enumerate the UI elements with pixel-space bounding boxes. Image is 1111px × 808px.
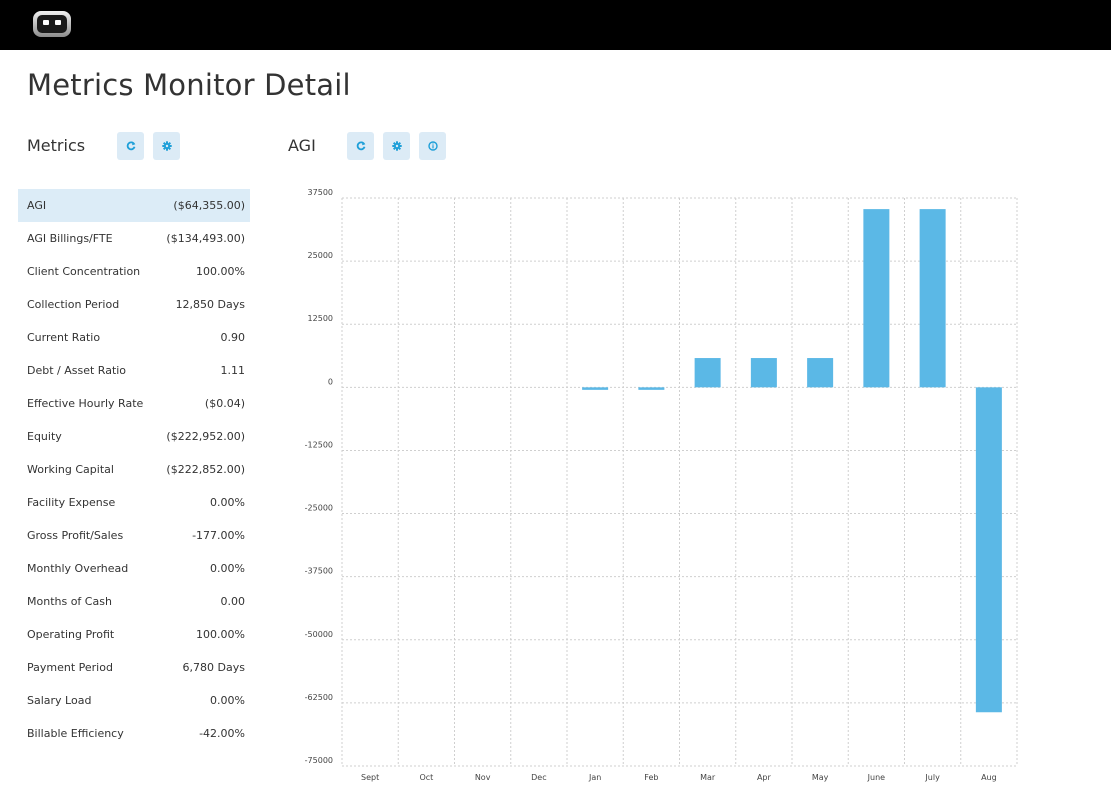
bar[interactable]: [582, 387, 609, 390]
metric-row[interactable]: Salary Load 0.00%: [18, 684, 250, 717]
top-bar: [0, 0, 1111, 50]
metric-label: Gross Profit/Sales: [27, 529, 124, 542]
metric-value: 100.00%: [196, 265, 245, 278]
metric-label: Operating Profit: [27, 628, 115, 641]
metric-label: Salary Load: [27, 694, 92, 707]
metrics-settings-button[interactable]: [153, 132, 180, 160]
info-icon: [427, 141, 438, 151]
metric-label: Equity: [27, 430, 62, 443]
x-tick-label: Dec: [531, 773, 546, 782]
bar[interactable]: [807, 358, 834, 388]
metric-row[interactable]: AGI ($64,355.00): [18, 189, 250, 222]
gear-icon: [161, 141, 172, 151]
metric-value: 1.11: [220, 364, 246, 377]
metric-row[interactable]: Gross Profit/Sales -177.00%: [18, 519, 250, 552]
metric-value: ($0.04): [204, 397, 245, 410]
metric-row[interactable]: Effective Hourly Rate ($0.04): [18, 387, 250, 420]
metric-label: Monthly Overhead: [27, 562, 129, 575]
y-tick-label: 0: [328, 377, 333, 386]
bar[interactable]: [694, 358, 721, 388]
metric-row[interactable]: Collection Period 12,850 Days: [18, 288, 250, 321]
metric-label: Billable Efficiency: [27, 727, 124, 740]
metrics-list: AGI ($64,355.00) AGI Billings/FTE ($134,493…: [18, 189, 250, 750]
x-tick-label: Aug: [981, 773, 997, 782]
chart-refresh-button[interactable]: [347, 132, 374, 160]
x-tick-label: Oct: [419, 773, 433, 782]
metric-row[interactable]: Facility Expense 0.00%: [18, 486, 250, 519]
x-tick-label: Nov: [475, 773, 491, 782]
metric-row[interactable]: Months of Cash 0.00: [18, 585, 250, 618]
x-tick-label: May: [812, 773, 829, 782]
chart-svg: 37500 25000 12500 0 -12500 -25000 -37500 -50000…: [305, 188, 1018, 782]
y-tick-label: -12500: [305, 440, 333, 449]
metrics-panel-title: Metrics: [27, 136, 86, 155]
metric-label: Working Capital: [27, 463, 114, 476]
y-tick-label: 37500: [308, 188, 333, 197]
metric-value: ($222,852.00): [166, 463, 245, 476]
x-tick-label: Sept: [361, 773, 379, 782]
metric-row[interactable]: Debt / Asset Ratio 1.11: [18, 354, 250, 387]
metric-row[interactable]: Current Ratio 0.90: [18, 321, 250, 354]
y-tick-label: 12500: [308, 314, 333, 323]
metric-value: ($134,493.00): [166, 232, 245, 245]
bar[interactable]: [919, 209, 946, 388]
y-tick-label: -50000: [305, 630, 333, 639]
x-tick-label: Feb: [644, 773, 658, 782]
metric-value: 0.90: [220, 331, 246, 344]
metric-row[interactable]: Payment Period 6,780 Days: [18, 651, 250, 684]
x-tick-label: Mar: [700, 773, 716, 782]
x-tick-label: June: [867, 773, 886, 782]
metric-value: 0.00%: [210, 496, 245, 509]
chart-panel-title: AGI: [288, 136, 316, 155]
metric-row[interactable]: Working Capital ($222,852.00): [18, 453, 250, 486]
metric-row[interactable]: Equity ($222,952.00): [18, 420, 250, 453]
metric-label: Facility Expense: [27, 496, 116, 509]
metrics-refresh-button[interactable]: [117, 132, 144, 160]
metric-value: 6,780 Days: [182, 661, 245, 674]
metric-value: -42.00%: [199, 727, 245, 740]
bar[interactable]: [750, 358, 777, 388]
metric-row[interactable]: Operating Profit 100.00%: [18, 618, 250, 651]
robot-face-icon[interactable]: [32, 9, 72, 39]
refresh-icon: [126, 141, 135, 151]
y-tick-label: -25000: [305, 504, 333, 513]
metric-row[interactable]: Monthly Overhead 0.00%: [18, 552, 250, 585]
metric-value: 0.00%: [210, 562, 245, 575]
page-title: Metrics Monitor Detail: [27, 68, 351, 102]
metric-row[interactable]: AGI Billings/FTE ($134,493.00): [18, 222, 250, 255]
chart-info-button[interactable]: [419, 132, 446, 160]
metric-label: Payment Period: [27, 661, 113, 674]
metric-label: Months of Cash: [27, 595, 112, 608]
metric-value: ($222,952.00): [166, 430, 245, 443]
metric-label: Collection Period: [27, 298, 120, 311]
metric-row[interactable]: Billable Efficiency -42.00%: [18, 717, 250, 750]
metric-value: ($64,355.00): [173, 199, 245, 212]
y-tick-label: 25000: [308, 251, 333, 260]
metric-row[interactable]: Client Concentration 100.00%: [18, 255, 250, 288]
refresh-icon: [356, 141, 365, 151]
metric-value: 100.00%: [196, 628, 245, 641]
chart-settings-button[interactable]: [383, 132, 410, 160]
x-tick-label: Jan: [588, 773, 601, 782]
metric-label: Client Concentration: [27, 265, 141, 278]
bar[interactable]: [975, 387, 1002, 713]
y-tick-label: -75000: [305, 756, 333, 765]
metric-label: AGI Billings/FTE: [27, 232, 113, 245]
y-tick-label: -62500: [305, 693, 333, 702]
metric-value: -177.00%: [192, 529, 245, 542]
bar[interactable]: [863, 209, 890, 388]
gear-icon: [391, 141, 402, 151]
metric-label: Effective Hourly Rate: [27, 397, 144, 410]
x-tick-label: July: [924, 773, 940, 782]
metric-value: 0.00: [220, 595, 246, 608]
metric-value: 12,850 Days: [175, 298, 245, 311]
metric-label: AGI: [27, 199, 47, 212]
agi-bar-chart: 37500 25000 12500 0 -12500 -25000 -37500 -50000…: [300, 182, 1030, 792]
bar[interactable]: [638, 387, 665, 390]
metric-label: Debt / Asset Ratio: [27, 364, 127, 377]
metric-label: Current Ratio: [27, 331, 101, 344]
x-tick-label: Apr: [757, 773, 772, 782]
y-tick-label: -37500: [305, 567, 333, 576]
metric-value: 0.00%: [210, 694, 245, 707]
